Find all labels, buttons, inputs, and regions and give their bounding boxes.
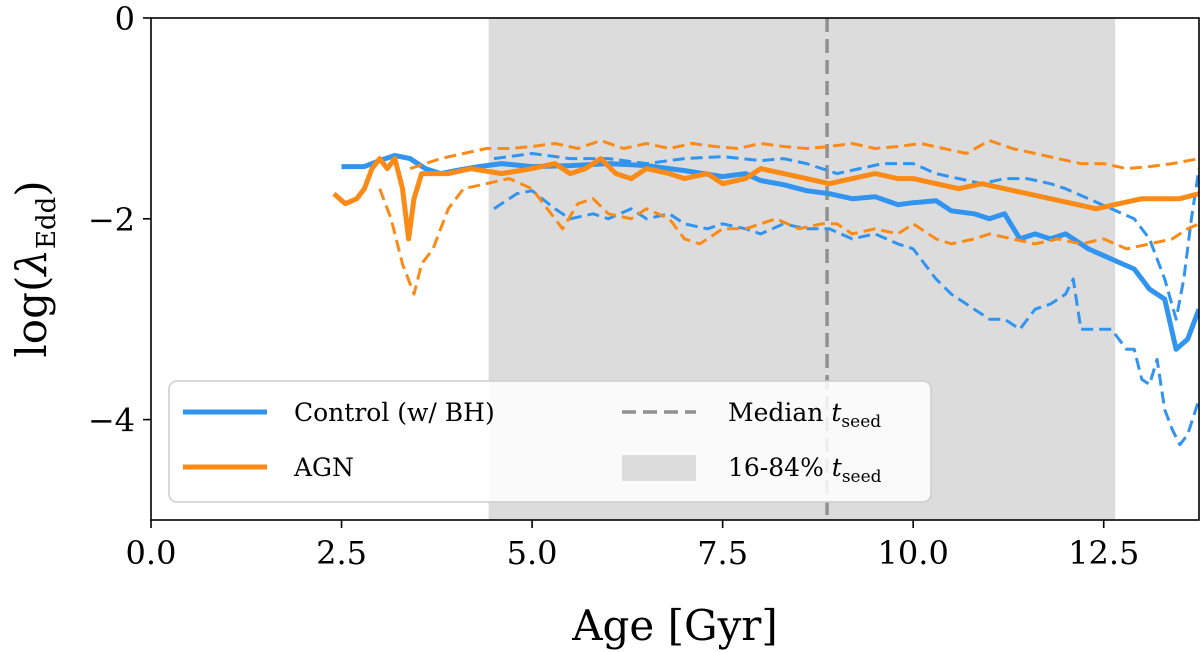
y-axis-label: log(λEdd) bbox=[7, 180, 62, 357]
x-tick-label: 7.5 bbox=[697, 534, 748, 572]
series-line-5 bbox=[409, 139, 1199, 171]
legend-band-label: 16-84% tseed bbox=[728, 453, 882, 487]
y-tick-label: 0 bbox=[115, 0, 135, 38]
series-line-3 bbox=[332, 156, 1199, 242]
plot-frame bbox=[150, 17, 1200, 521]
legend-median-label: Median tseed bbox=[728, 398, 881, 432]
y-tick-label: −4 bbox=[88, 402, 135, 440]
y-axis-label-prefix: log( bbox=[7, 276, 56, 358]
x-axis-ticks: 0.0 2.5 5.0 7.5 10.0 12.5 bbox=[126, 520, 1139, 572]
y-axis-label-suffix: ) bbox=[7, 180, 56, 196]
legend-median-label-sub: seed bbox=[841, 412, 881, 432]
series-line-1 bbox=[493, 189, 1199, 447]
y-axis-ticks: 0 −2 −4 bbox=[88, 0, 151, 440]
legend-median-label-main: Median bbox=[728, 398, 831, 427]
x-tick-label: 10.0 bbox=[878, 534, 949, 572]
x-axis-label: Age [Gyr] bbox=[571, 601, 778, 650]
series-line-4 bbox=[378, 177, 1199, 296]
x-tick-label: 2.5 bbox=[316, 534, 367, 572]
y-tick-label: −2 bbox=[88, 201, 135, 239]
series-line-2 bbox=[493, 152, 1199, 321]
series-group bbox=[332, 139, 1199, 447]
x-tick-label: 12.5 bbox=[1068, 534, 1139, 572]
y-axis-label-subscript: Edd bbox=[32, 197, 62, 249]
legend-band-swatch bbox=[622, 455, 696, 481]
legend: Control (w/ BH) AGN Median tseed 16-84% … bbox=[168, 380, 932, 503]
legend-band-label-sub: seed bbox=[842, 467, 882, 487]
x-tick-label: 0.0 bbox=[126, 534, 177, 572]
legend-control-label: Control (w/ BH) bbox=[294, 398, 495, 427]
legend-median-label-t: t bbox=[831, 398, 842, 427]
legend-box bbox=[168, 380, 932, 503]
legend-band-label-t: t bbox=[832, 453, 843, 482]
y-axis-label-symbol: λ bbox=[7, 249, 56, 278]
x-tick-label: 5.0 bbox=[507, 534, 558, 572]
legend-band-label-main: 16-84% bbox=[728, 453, 832, 482]
legend-agn-label: AGN bbox=[293, 453, 354, 482]
